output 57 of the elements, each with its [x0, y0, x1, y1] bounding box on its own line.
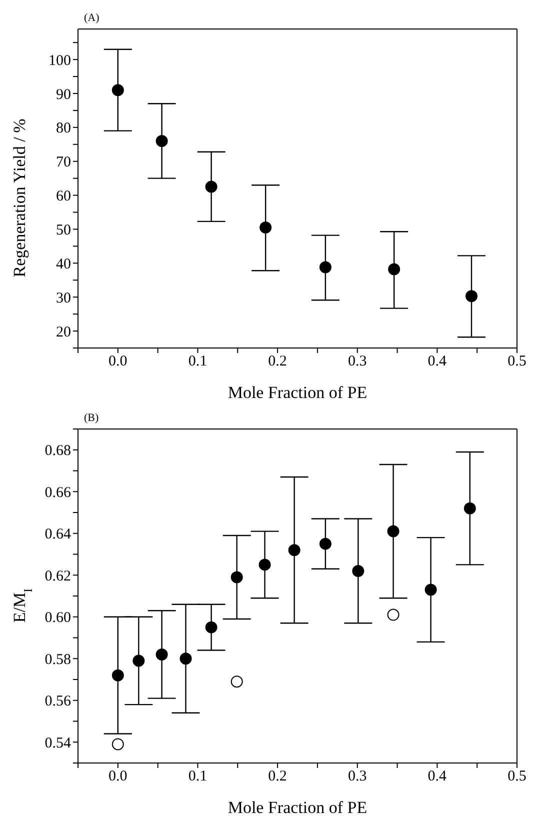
x-tick-label: 0.4 [428, 768, 448, 785]
x-axis-title: Mole Fraction of PE [228, 383, 368, 402]
x-tick-label: 0.1 [188, 768, 208, 785]
point [112, 669, 124, 682]
point [319, 538, 332, 550]
point [387, 608, 400, 621]
point [205, 180, 218, 193]
point [319, 261, 332, 274]
x-tick-label: 0.5 [508, 354, 526, 370]
y-tick-label: 0.56 [44, 694, 72, 710]
y-tick-label: 0.60 [44, 610, 71, 626]
point [112, 84, 124, 96]
point [352, 564, 364, 577]
y-tick-label: 50 [56, 222, 71, 239]
y-tick-label: 0.62 [44, 568, 71, 584]
y-tick-label: 40 [56, 256, 71, 272]
point [230, 676, 243, 688]
y-axis-title: Regeneration Yield / % [10, 118, 29, 278]
y-tick-label: 90 [56, 86, 71, 103]
point [258, 558, 271, 571]
point [205, 621, 218, 634]
x-tick-label: 0.5 [508, 768, 526, 785]
point [156, 134, 168, 147]
point [132, 654, 145, 667]
point [180, 652, 192, 665]
point [112, 738, 124, 750]
chart-title: (A) [84, 12, 100, 24]
point [388, 263, 400, 276]
x-tick-label: 0.1 [188, 354, 208, 370]
y-tick-label: 100 [48, 52, 71, 69]
x-axis-title: Mole Fraction of PE [228, 798, 368, 817]
x-tick-label: 0.4 [428, 354, 448, 370]
y-tick-label: 60 [56, 188, 71, 205]
y-tick-label: 0.66 [44, 484, 72, 501]
x-tick-label: 0.3 [348, 354, 367, 370]
point [387, 525, 400, 538]
x-tick-label: 0.2 [268, 768, 287, 785]
point [230, 571, 243, 584]
y-tick-label: 20 [56, 324, 71, 340]
y-tick-label: 80 [56, 120, 71, 137]
y-tick-label: 70 [56, 154, 71, 171]
point [464, 502, 476, 514]
y-tick-label: 0.58 [44, 652, 71, 668]
y-tick-label: 0.68 [44, 443, 71, 460]
chart-title: (B) [84, 412, 99, 424]
point [260, 222, 272, 234]
x-tick-label: 0.0 [108, 354, 128, 370]
point [466, 290, 478, 302]
x-tick-label: 0.0 [108, 768, 128, 785]
x-tick-label: 0.3 [348, 768, 367, 785]
y-tick-label: 30 [56, 290, 71, 306]
point [156, 648, 168, 660]
x-tick-label: 0.2 [268, 354, 287, 370]
point [424, 584, 437, 596]
point [288, 544, 300, 556]
y-tick-label: 0.64 [44, 526, 72, 543]
y-tick-label: 0.54 [44, 735, 72, 752]
